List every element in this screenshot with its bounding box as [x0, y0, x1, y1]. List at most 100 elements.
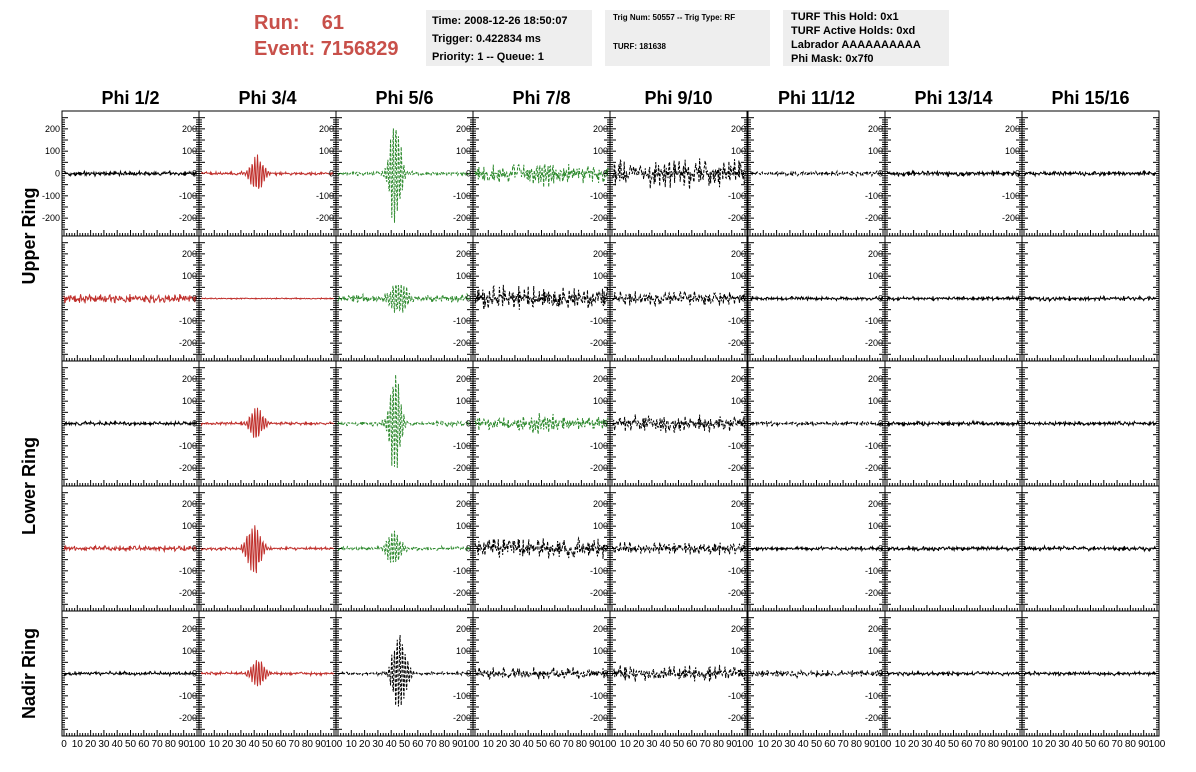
waveform-r3-c1 [63, 419, 198, 427]
ytick-label: 100 [456, 271, 471, 281]
ytick-label: -100 [590, 316, 608, 326]
ytick-label: -100 [179, 441, 197, 451]
event-label: Event: [254, 38, 316, 60]
ytick-label: -200 [179, 463, 197, 473]
ytick-label: -100 [590, 191, 608, 201]
ytick-label: 100 [731, 146, 746, 156]
event-value: 7156829 [320, 38, 399, 60]
ytick-label: 100 [593, 396, 608, 406]
waveform-r3-c5 [611, 414, 746, 433]
waveform-r1-c5 [611, 158, 746, 190]
ytick-label: 100 [593, 271, 608, 281]
phi-header-3: Phi 5/6 [375, 88, 433, 108]
waveform-r4-c7 [886, 544, 1021, 553]
ytick-label: 100 [319, 146, 334, 156]
waveform-r2-c7 [886, 294, 1021, 302]
labrador-line: Labrador AAAAAAAAAA [791, 39, 921, 51]
ytick-label: 200 [731, 124, 746, 134]
waveform-r1-c7 [886, 169, 1021, 179]
ytick-label: -100 [865, 566, 883, 576]
waveform-r4-c2 [200, 525, 335, 574]
ytick-label: -200 [865, 463, 883, 473]
ytick-label: -200 [42, 213, 60, 223]
ytick-label: -200 [179, 338, 197, 348]
ytick-label: -200 [1002, 213, 1020, 223]
waveform-r3-c8 [1023, 420, 1158, 428]
ytick-label: -200 [728, 338, 746, 348]
ytick-label: 100 [731, 271, 746, 281]
ring-label-2: Lower Ring [19, 437, 39, 535]
ytick-label: -100 [1002, 191, 1020, 201]
hold-line: TURF This Hold: 0x1 [791, 11, 899, 23]
ytick-label: 0 [603, 169, 608, 179]
ytick-label: 200 [868, 249, 883, 259]
ytick-label: 200 [456, 374, 471, 384]
ytick-label: 0 [192, 294, 197, 304]
ytick-label: 100 [731, 396, 746, 406]
ytick-label: -200 [590, 588, 608, 598]
ytick-label: 200 [45, 124, 60, 134]
ytick-label: 0 [741, 169, 746, 179]
ytick-label: 100 [868, 396, 883, 406]
ytick-label: 0 [466, 419, 471, 429]
event-row: Event: 7156829 [254, 36, 399, 62]
ytick-label: -200 [865, 338, 883, 348]
waveform-r4-c1 [63, 544, 198, 554]
ytick-label: 200 [731, 249, 746, 259]
ytick-label: 200 [593, 124, 608, 134]
waveform-r4-c6 [749, 544, 884, 553]
ytick-label: -100 [728, 441, 746, 451]
ytick-label: 200 [731, 374, 746, 384]
ytick-label: -100 [179, 191, 197, 201]
ytick-label: 200 [456, 249, 471, 259]
ytick-label: -100 [590, 441, 608, 451]
ytick-label: -100 [453, 441, 471, 451]
ytick-label: 0 [603, 544, 608, 554]
ytick-label: -200 [453, 588, 471, 598]
waveform-r1-c2 [200, 154, 335, 189]
ytick-label: 200 [868, 499, 883, 509]
ytick-label: 0 [192, 419, 197, 429]
ytick-label: -200 [316, 213, 334, 223]
phi-header-5: Phi 9/10 [644, 88, 712, 108]
ytick-label: 0 [878, 169, 883, 179]
ytick-label: -100 [590, 566, 608, 576]
phi-header-1: Phi 1/2 [101, 88, 159, 108]
ytick-label: -100 [316, 191, 334, 201]
phi-mask-line: Phi Mask: 0x7f0 [791, 53, 874, 65]
phi-header-8: Phi 15/16 [1051, 88, 1129, 108]
waveform-r2-c8 [1023, 294, 1158, 303]
waveform-r2-c2 [200, 296, 334, 301]
ytick-label: -200 [179, 588, 197, 598]
ytick-label: 200 [182, 374, 197, 384]
ytick-label: 0 [741, 419, 746, 429]
ytick-label: 100 [456, 521, 471, 531]
waveform-r1-c4 [474, 162, 609, 188]
ytick-label: 100 [1005, 146, 1020, 156]
ytick-label: 200 [1005, 124, 1020, 134]
ytick-label: 200 [182, 249, 197, 259]
ytick-label: -100 [179, 316, 197, 326]
time-line: Time: 2008-12-26 18:50:07 [432, 15, 568, 27]
ytick-label: -100 [865, 191, 883, 201]
ytick-label: -200 [728, 463, 746, 473]
ytick-label: -200 [865, 213, 883, 223]
ytick-label: -200 [453, 213, 471, 223]
ytick-label: -200 [728, 588, 746, 598]
ytick-label: 0 [603, 419, 608, 429]
ytick-label: -200 [590, 463, 608, 473]
ytick-label: 0 [878, 294, 883, 304]
waveform-r2-c6 [750, 295, 884, 302]
ytick-label: -100 [728, 566, 746, 576]
waveform-r4-c5 [611, 541, 746, 556]
waveform-r3-c6 [749, 419, 884, 428]
ytick-label: -100 [179, 566, 197, 576]
ytick-label: 200 [868, 374, 883, 384]
ytick-label: 100 [731, 521, 746, 531]
waveform-r4-c3 [337, 530, 472, 563]
waveform-r1-c1 [63, 169, 198, 178]
ytick-label: -200 [453, 338, 471, 348]
run-info: Run: 61 Event: 7156829 [254, 10, 399, 62]
ytick-label: -200 [865, 588, 883, 598]
ytick-label: 200 [182, 124, 197, 134]
